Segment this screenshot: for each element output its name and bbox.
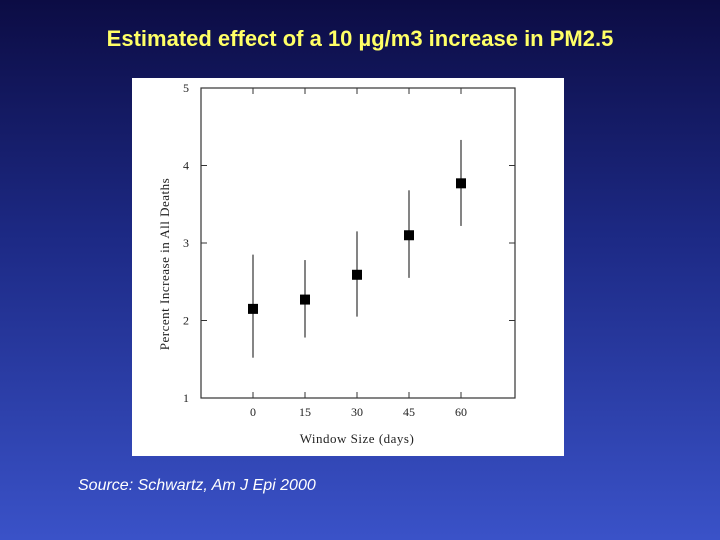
y-tick-label: 5 (183, 81, 189, 95)
error-bar-group (252, 139, 462, 358)
x-tick-label: 45 (403, 405, 415, 419)
y-tick-label: 1 (183, 391, 189, 405)
x-tick-label: 15 (299, 405, 311, 419)
data-point-group (248, 178, 466, 314)
y-tick-label: 3 (183, 236, 189, 250)
y-axis-label: Percent Increase in All Deaths (157, 178, 172, 350)
y-tick-label: 2 (183, 314, 189, 328)
plot-frame (200, 87, 516, 399)
data-point (404, 230, 414, 241)
y-tick-label: 4 (183, 159, 189, 173)
x-tick-label: 30 (351, 405, 363, 419)
data-point (456, 178, 466, 189)
data-point (300, 294, 310, 305)
slide-title: Estimated effect of a 10 µg/m3 increase … (106, 26, 614, 51)
plot-border (200, 87, 516, 399)
source-citation: Source: Schwartz, Am J Epi 2000 (78, 477, 316, 494)
x-axis-label: Window Size (days) (300, 431, 415, 446)
x-tick-label: 60 (455, 405, 467, 419)
x-tick-group: 0 15 30 45 60 (250, 88, 467, 419)
data-point (352, 269, 362, 280)
x-tick-label: 0 (250, 405, 256, 419)
data-point (248, 303, 258, 314)
y-tick-group: 1 2 3 4 5 (183, 81, 515, 405)
